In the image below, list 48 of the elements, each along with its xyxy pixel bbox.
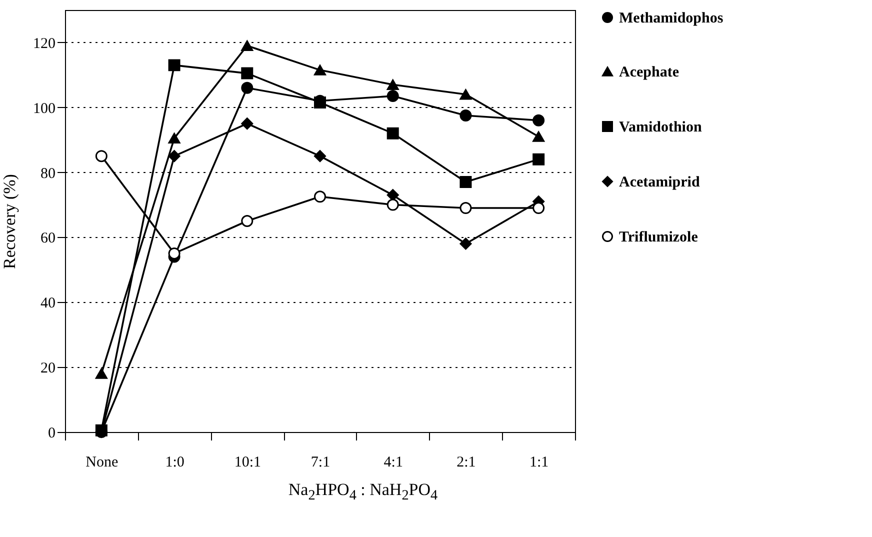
y-tick-label: 80 — [40, 166, 56, 182]
point — [532, 131, 545, 142]
y-tick-label: 0 — [48, 426, 56, 442]
x-tick-label: 10:1 — [234, 454, 261, 470]
x-tick-label: None — [86, 454, 119, 470]
point — [386, 90, 399, 102]
point — [460, 238, 472, 250]
point — [386, 127, 399, 140]
x-tick-label: 4:1 — [384, 454, 403, 470]
point — [241, 40, 254, 51]
point — [95, 150, 108, 162]
point — [168, 247, 180, 260]
point — [241, 82, 254, 94]
legend-label: Triflumizole — [619, 230, 698, 246]
point — [314, 190, 326, 203]
point — [95, 368, 108, 379]
y-tick-label: 120 — [33, 36, 56, 52]
x-axis-title: Na$_{2}$HPO$_{4}$ : NaH$_{2}$PO$_{4}$ — [287, 480, 439, 504]
y-tick-label: 40 — [40, 296, 56, 312]
x-tick-label: 1:0 — [165, 454, 184, 470]
point — [532, 202, 545, 214]
y-tick-label: 100 — [33, 100, 56, 117]
point — [314, 150, 326, 162]
point — [386, 79, 399, 90]
point — [168, 150, 180, 162]
point — [168, 59, 180, 72]
y-axis-title: Recovery (%) — [0, 174, 19, 269]
x-tick-label: 1:1 — [529, 454, 549, 470]
y-tick-label: 20 — [40, 360, 56, 377]
legend-label: Vamidothion — [619, 120, 702, 136]
point — [314, 64, 326, 76]
point — [532, 153, 545, 166]
point — [460, 202, 472, 214]
point — [241, 67, 254, 80]
point — [241, 118, 254, 130]
legend-label: Acephate — [619, 64, 680, 80]
legend-label: Acetamiprid — [619, 174, 700, 190]
point — [460, 110, 472, 122]
x-tick-label: 2:1 — [456, 454, 476, 470]
point — [532, 114, 545, 126]
point — [241, 215, 254, 227]
legend-label: Methamidophos — [619, 10, 724, 26]
point — [386, 198, 399, 211]
x-tick-label: 7:1 — [310, 454, 330, 470]
y-tick-label: 60 — [40, 230, 56, 247]
point — [168, 132, 180, 144]
point — [460, 176, 472, 188]
point — [460, 89, 472, 100]
